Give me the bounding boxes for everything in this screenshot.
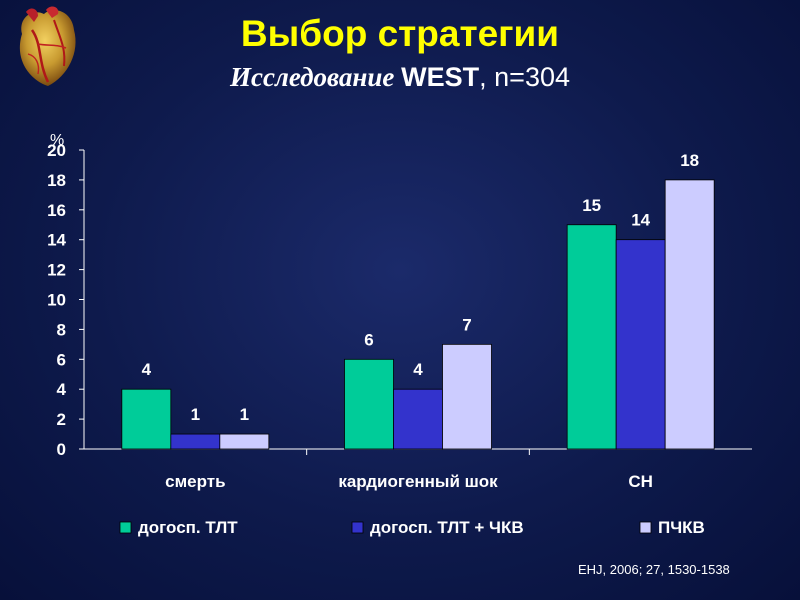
y-tick-label: 18: [47, 171, 66, 190]
legend-label: догосп. ТЛТ + ЧКВ: [370, 518, 524, 537]
bar-data-label: 14: [631, 211, 650, 230]
y-tick-label: 8: [57, 320, 66, 339]
bar: [344, 358, 394, 450]
x-tick-label: кардиогенный шок: [338, 472, 498, 491]
x-tick-label: СН: [628, 472, 653, 491]
bar-data-label: 1: [191, 405, 200, 424]
y-tick-label: 10: [47, 291, 66, 310]
heart-icon: [19, 6, 76, 87]
bar: [442, 343, 492, 450]
bar-data-label: 4: [142, 360, 152, 379]
bar: [219, 433, 270, 450]
y-tick-label: 6: [57, 350, 66, 369]
legend-swatch: [119, 521, 132, 534]
citation: EHJ, 2006; 27, 1530-1538: [578, 562, 730, 577]
subtitle-study: Исследование: [230, 62, 395, 92]
bar: [393, 388, 443, 450]
legend-label: догосп. ТЛТ: [138, 518, 238, 537]
bar-data-label: 4: [413, 360, 423, 379]
bar: [664, 179, 715, 450]
bar: [170, 433, 221, 450]
page-title: Выбор стратегии: [240, 13, 560, 54]
y-tick-label: 12: [47, 261, 66, 280]
y-tick-label: 16: [47, 201, 66, 220]
page-subtitle: Исследование WEST, n=304: [0, 60, 800, 94]
bar-data-label: 6: [364, 330, 373, 349]
legend-swatch: [639, 521, 652, 534]
bar-data-label: 18: [680, 151, 699, 170]
y-axis-label: %: [50, 132, 64, 149]
bar: [615, 239, 666, 450]
bar-data-label: 1: [240, 405, 249, 424]
bar-data-label: 7: [462, 315, 471, 334]
bar-data-label: 15: [582, 196, 601, 215]
x-tick-label: смерть: [165, 472, 225, 491]
y-tick-label: 2: [57, 410, 66, 429]
legend-label: ПЧКВ: [658, 518, 705, 537]
legend-swatch: [351, 521, 364, 534]
subtitle-sample-size: , n=304: [479, 62, 570, 92]
y-tick-label: 4: [57, 380, 67, 399]
subtitle-study-name: WEST: [401, 62, 480, 92]
bar: [121, 388, 172, 450]
y-tick-label: 14: [47, 231, 66, 250]
bar: [566, 224, 617, 450]
y-tick-label: 20: [47, 141, 66, 160]
y-tick-label: 0: [57, 440, 66, 459]
